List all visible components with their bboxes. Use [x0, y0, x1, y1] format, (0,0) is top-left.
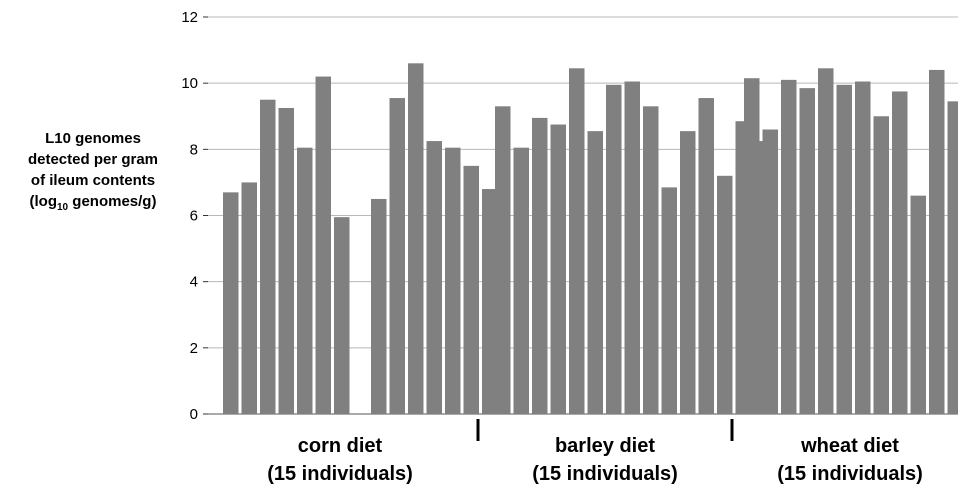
bar-g1-4: [279, 108, 295, 414]
bar-g1-10: [390, 98, 406, 414]
group-label-corn: corn diet (15 individuals): [240, 432, 440, 488]
bar-g2-9: [643, 106, 659, 414]
bar-g2-2: [514, 148, 530, 414]
bar-g3-12: [948, 101, 958, 414]
bar-g2-3: [532, 118, 548, 414]
bar-g1-9: [371, 199, 387, 414]
bar-g2-7: [606, 85, 622, 414]
bar-g3-9: [892, 91, 908, 414]
group-label-barley-name: barley diet: [505, 432, 705, 460]
bar-g1-1: [223, 192, 239, 414]
bar-g3-7: [855, 82, 871, 414]
bar-g2-4: [551, 125, 567, 414]
bar-g2-10: [662, 187, 678, 414]
y-axis-label: L10 genomes detected per gram of ileum c…: [8, 128, 178, 218]
y-tick-label-6: 6: [190, 208, 198, 225]
group-label-corn-name: corn diet: [240, 432, 440, 460]
bar-g3-4: [800, 88, 816, 414]
bar-g2-5: [569, 68, 585, 414]
bar-g2-11: [680, 131, 696, 414]
y-tick-label-0: 0: [190, 406, 198, 423]
bar-g3-2: [763, 129, 779, 414]
bar-g1-5: [297, 148, 313, 414]
y-tick-label-8: 8: [190, 141, 198, 158]
y-tick-label-10: 10: [181, 75, 198, 92]
bar-g1-13: [445, 148, 461, 414]
bar-g2-13: [717, 176, 733, 414]
bar-g3-1: [744, 78, 760, 414]
bar-g1-12: [427, 141, 443, 414]
y-tick-label-12: 12: [181, 9, 198, 26]
bar-g1-7: [334, 217, 350, 414]
y-axis-label-line-1: L10 genomes: [8, 128, 178, 149]
bar-g1-2: [242, 182, 258, 414]
bar-g2-1: [495, 106, 511, 414]
y-axis-label-unit: (log10 genomes/g): [8, 191, 178, 218]
bar-g3-3: [781, 80, 797, 414]
group-label-wheat-name: wheat diet: [750, 432, 950, 460]
bar-g3-5: [818, 68, 834, 414]
group-label-wheat-count: (15 individuals): [750, 460, 950, 488]
bar-g2-12: [699, 98, 715, 414]
bar-g3-10: [911, 196, 927, 414]
group-label-barley-count: (15 individuals): [505, 460, 705, 488]
bar-g2-6: [588, 131, 604, 414]
y-tick-label-4: 4: [190, 274, 198, 291]
group-label-corn-count: (15 individuals): [240, 460, 440, 488]
bar-g1-3: [260, 100, 276, 414]
y-axis-label-line-3: of ileum contents: [8, 170, 178, 191]
bar-g2-8: [625, 82, 641, 414]
y-tick-label-2: 2: [190, 340, 198, 357]
bar-g1-14: [464, 166, 480, 414]
bar-g3-8: [874, 116, 890, 414]
bar-g1-6: [316, 77, 332, 414]
group-label-wheat: wheat diet (15 individuals): [750, 432, 950, 488]
y-axis-label-line-2: detected per gram: [8, 149, 178, 170]
group-label-barley: barley diet (15 individuals): [505, 432, 705, 488]
bar-g1-11: [408, 63, 424, 414]
bar-g3-11: [929, 70, 945, 414]
bar-g3-6: [837, 85, 853, 414]
